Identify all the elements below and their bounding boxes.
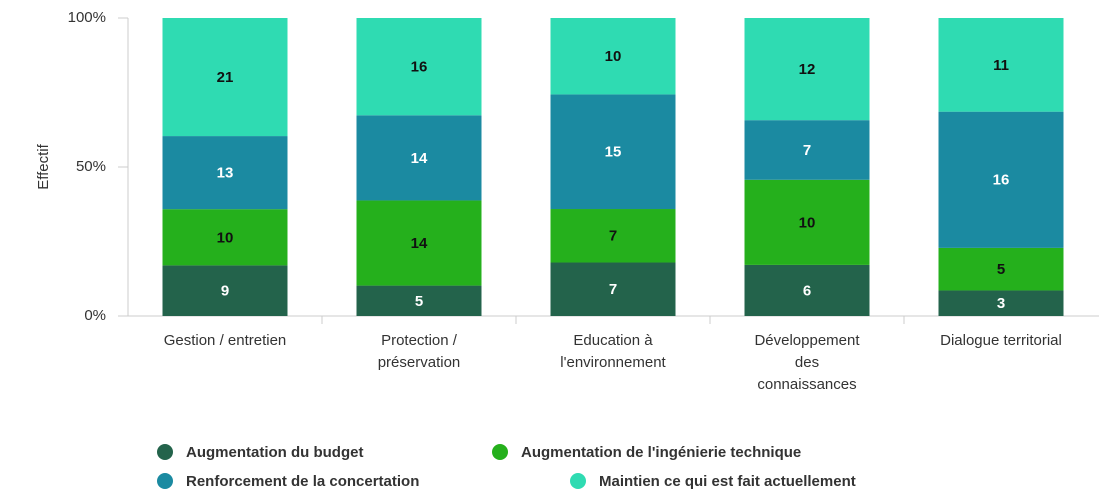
bar-segment bbox=[550, 209, 676, 263]
data-label: 14 bbox=[411, 150, 428, 167]
data-label: 14 bbox=[411, 235, 428, 252]
x-tick-label: Dialogue territorial bbox=[940, 332, 1062, 349]
legend-marker bbox=[157, 473, 173, 489]
y-axis-label: Effectif bbox=[35, 143, 52, 189]
legend-marker bbox=[492, 444, 508, 460]
legend-label: Augmentation de l'ingénierie technique bbox=[521, 444, 801, 461]
data-label: 3 bbox=[997, 295, 1005, 312]
bar-segment bbox=[162, 18, 288, 137]
data-label: 15 bbox=[605, 144, 622, 161]
bar-segment bbox=[356, 200, 482, 286]
bar-segment bbox=[550, 262, 676, 316]
data-label: 7 bbox=[803, 142, 811, 159]
legend-label: Augmentation du budget bbox=[186, 444, 363, 461]
data-label: 13 bbox=[217, 165, 234, 182]
bar-segment bbox=[162, 136, 288, 210]
data-label: 5 bbox=[997, 261, 1005, 278]
bar-segment bbox=[162, 265, 288, 316]
data-label: 12 bbox=[799, 61, 816, 78]
bar-segment bbox=[356, 18, 482, 116]
bar-segment bbox=[938, 290, 1064, 316]
data-label: 7 bbox=[609, 228, 617, 245]
bar-segment bbox=[550, 94, 676, 210]
x-tick-label: Développement des connaissances bbox=[754, 332, 860, 393]
data-label: 11 bbox=[993, 57, 1009, 74]
data-label: 9 bbox=[221, 283, 229, 300]
bar-segment bbox=[356, 285, 482, 316]
data-label: 21 bbox=[217, 69, 234, 86]
x-tick-label: Protection / préservation bbox=[377, 332, 461, 371]
x-tick-label: Gestion / entretien bbox=[163, 332, 287, 349]
data-label: 10 bbox=[799, 214, 816, 231]
bar-segment bbox=[744, 120, 870, 180]
y-tick-label: 0% bbox=[84, 307, 106, 324]
bar-segment bbox=[938, 111, 1064, 248]
y-tick-label: 100% bbox=[68, 9, 106, 26]
bar-segment bbox=[744, 264, 870, 316]
data-label: 5 bbox=[415, 293, 423, 310]
legend-label: Renforcement de la concertation bbox=[186, 473, 419, 490]
data-label: 7 bbox=[609, 281, 617, 298]
legend-marker bbox=[570, 473, 586, 489]
legend-marker bbox=[157, 444, 173, 460]
data-label: 10 bbox=[217, 229, 234, 246]
bar-segment bbox=[938, 18, 1064, 112]
data-label: 10 bbox=[605, 48, 622, 65]
bar-segment bbox=[938, 247, 1064, 291]
bar-segment bbox=[162, 209, 288, 266]
data-label: 6 bbox=[803, 282, 811, 299]
bar-segment bbox=[744, 179, 870, 265]
data-label: 16 bbox=[411, 59, 428, 76]
data-label: 16 bbox=[993, 172, 1010, 189]
x-tick-label: Education à l'environnement bbox=[560, 332, 666, 371]
y-tick-label: 50% bbox=[76, 158, 106, 175]
bar-segment bbox=[744, 18, 870, 121]
bar-segment bbox=[550, 18, 676, 95]
bar-segment bbox=[356, 115, 482, 201]
legend-label: Maintien ce qui est fait actuellement bbox=[599, 473, 856, 490]
